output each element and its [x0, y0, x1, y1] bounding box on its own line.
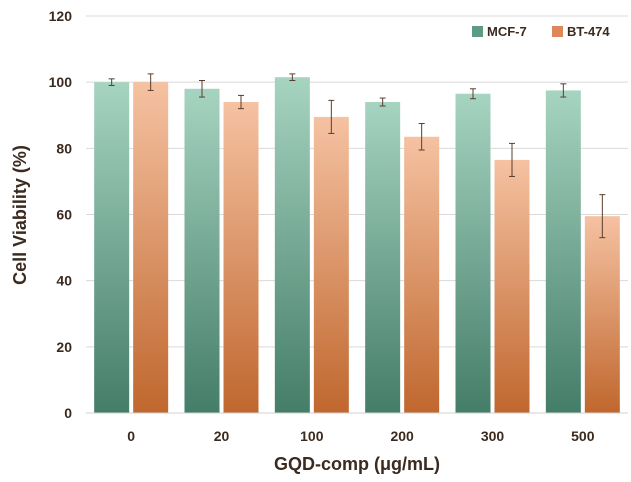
- bar-bt474-20: [223, 102, 259, 414]
- legend-label-mcf7: MCF-7: [487, 24, 527, 39]
- y-tick-label: 120: [49, 8, 73, 24]
- x-tick-label: 20: [214, 428, 230, 444]
- error-bar: [199, 80, 205, 98]
- bar-mcf7-0: [94, 82, 130, 414]
- bar-mcf7-100: [274, 77, 310, 414]
- bar-mcf7-300: [455, 93, 491, 413]
- x-tick-label: 300: [481, 428, 505, 444]
- error-bar: [509, 142, 515, 177]
- bar-mcf7-200: [365, 102, 401, 414]
- x-axis-title: GQD-comp (μg/mL): [274, 454, 440, 474]
- error-bars: [108, 73, 606, 239]
- error-bar: [328, 99, 335, 134]
- gridlines: [86, 15, 628, 348]
- error-bar: [108, 78, 115, 86]
- y-tick-label: 0: [64, 405, 72, 421]
- y-tick-label: 20: [56, 339, 72, 355]
- y-tick-label: 100: [49, 74, 73, 90]
- y-tick-label: 60: [56, 207, 72, 223]
- error-bar: [289, 73, 296, 82]
- x-tick-label: 100: [300, 428, 324, 444]
- error-bar: [238, 94, 244, 110]
- y-tick-label: 80: [56, 140, 72, 156]
- bars: [94, 77, 620, 414]
- error-bar: [470, 88, 476, 100]
- error-bar: [147, 73, 154, 91]
- bar-bt474-300: [494, 159, 530, 413]
- legend: MCF-7 BT-474: [472, 24, 610, 39]
- bar-bt474-200: [404, 136, 440, 414]
- x-tick-label: 500: [571, 428, 595, 444]
- bar-mcf7-500: [545, 90, 581, 413]
- legend-swatch-bt474: [552, 26, 563, 37]
- error-bar: [599, 194, 606, 239]
- error-bar: [379, 97, 386, 107]
- x-axis-ticks: 0 20 100 200 300 500: [127, 428, 594, 444]
- bar-bt474-500: [584, 216, 620, 413]
- x-tick-label: 0: [127, 428, 135, 444]
- error-bar: [560, 83, 567, 98]
- y-axis-ticks: 0 20 40 60 80 100 120: [49, 8, 73, 421]
- bar-bt474-0: [133, 82, 169, 414]
- legend-label-bt474: BT-474: [567, 24, 610, 39]
- error-bar: [418, 123, 425, 151]
- y-tick-label: 40: [56, 273, 72, 289]
- legend-swatch-mcf7: [472, 26, 483, 37]
- bar-mcf7-20: [184, 88, 220, 414]
- x-tick-label: 200: [390, 428, 414, 444]
- bar-bt474-100: [313, 116, 349, 413]
- y-axis-title: Cell Viability (%): [10, 145, 30, 285]
